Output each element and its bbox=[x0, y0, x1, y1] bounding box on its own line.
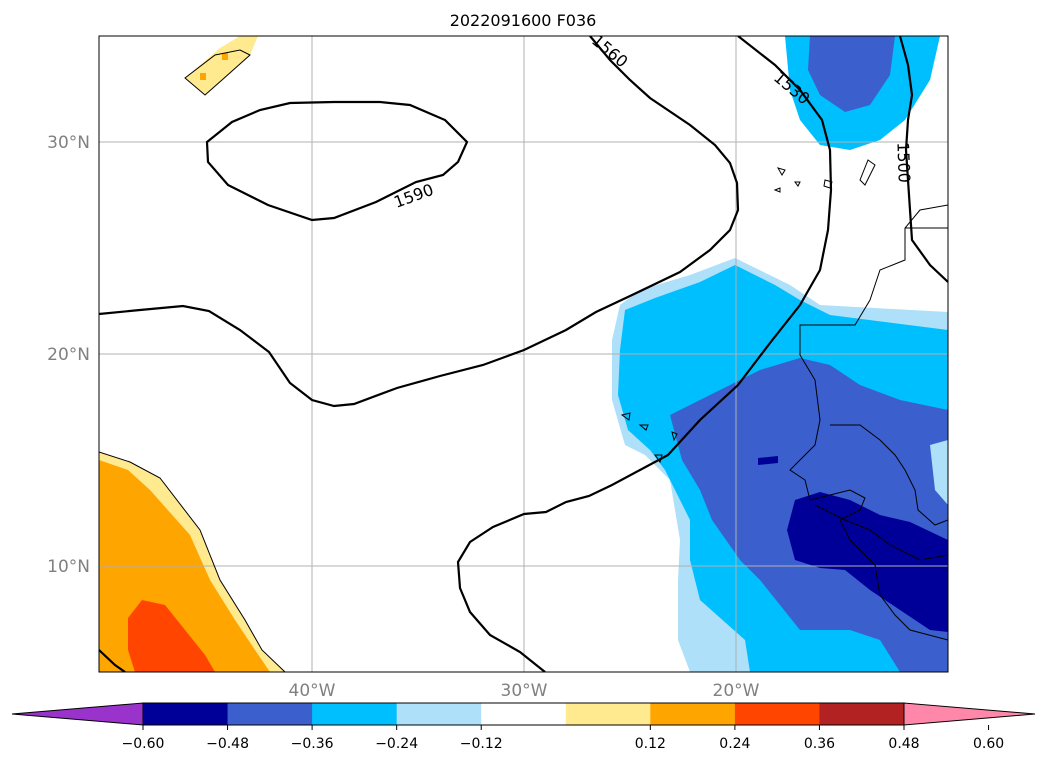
lon-label-20w: 20°W bbox=[713, 681, 760, 701]
contour-1530 bbox=[898, 36, 948, 283]
colorbar-tick-label: −0.60 bbox=[122, 736, 165, 752]
colorbar-tick-label: −0.36 bbox=[291, 736, 334, 752]
colorbar-swatch bbox=[565, 703, 651, 725]
colorbar-swatch bbox=[734, 703, 820, 725]
colorbar-tick-label: −0.24 bbox=[375, 736, 418, 752]
colorbar-swatch bbox=[481, 703, 567, 725]
colorbar-extend-high bbox=[903, 702, 1036, 726]
contour-label-1500: 1500 bbox=[893, 142, 913, 183]
colorbar-swatch bbox=[143, 703, 229, 725]
anomaly-shade-royal-blue-north bbox=[808, 36, 895, 112]
lon-label-40w: 40°W bbox=[289, 681, 336, 701]
colorbar-tick-label: 0.36 bbox=[804, 736, 835, 752]
colorbar-swatch bbox=[650, 703, 736, 725]
map-gridlines bbox=[99, 36, 948, 672]
colorbar-swatch bbox=[819, 703, 905, 725]
colorbar-tick-label: −0.12 bbox=[460, 736, 503, 752]
anomaly-shade-darkest-blue bbox=[787, 492, 948, 632]
lat-label-10n: 10°N bbox=[47, 557, 90, 577]
map-title: 2022091600 F036 bbox=[450, 11, 597, 30]
colorbar-extend-low bbox=[11, 702, 144, 726]
colorbar-swatch bbox=[227, 703, 313, 725]
anomaly-shade-orange-dot-2 bbox=[222, 53, 228, 60]
lat-label-20n: 20°N bbox=[47, 345, 90, 365]
anomaly-shade-darkest-blue-patch bbox=[758, 456, 778, 465]
lon-label-30w: 30°W bbox=[501, 681, 548, 701]
colorbar-swatch bbox=[396, 703, 482, 725]
map-panel: 1560 1530 1500 1590 bbox=[99, 36, 948, 672]
anomaly-shade-orange-red bbox=[128, 600, 215, 672]
contour-1500-corner bbox=[99, 649, 126, 672]
lat-label-30n: 30°N bbox=[47, 133, 90, 153]
anomaly-shade-light-blue-east bbox=[930, 440, 948, 505]
contour-1590-upper bbox=[205, 100, 469, 222]
map-frame bbox=[98, 35, 949, 673]
colorbar: −0.60 −0.48 −0.36 −0.24 −0.12 0.12 0.24 0.36 0.4… bbox=[11, 702, 1036, 752]
colorbar-swatch bbox=[312, 703, 398, 725]
colorbar-tick-label: 0.60 bbox=[973, 736, 1004, 752]
contour-1560 bbox=[456, 36, 833, 672]
anomaly-shade-orange-dot-1 bbox=[200, 73, 206, 80]
colorbar-tick-label: −0.48 bbox=[206, 736, 249, 752]
anomaly-shade-light-yellow-northwest bbox=[185, 36, 258, 95]
colorbar-tick-label: 0.48 bbox=[888, 736, 919, 752]
height-contours bbox=[99, 36, 948, 672]
colorbar-tick-label: 0.24 bbox=[719, 736, 750, 752]
colorbar-tick-label: 0.12 bbox=[635, 736, 666, 752]
contour-1590-lower bbox=[99, 36, 740, 408]
colorbar-frame bbox=[142, 702, 905, 726]
